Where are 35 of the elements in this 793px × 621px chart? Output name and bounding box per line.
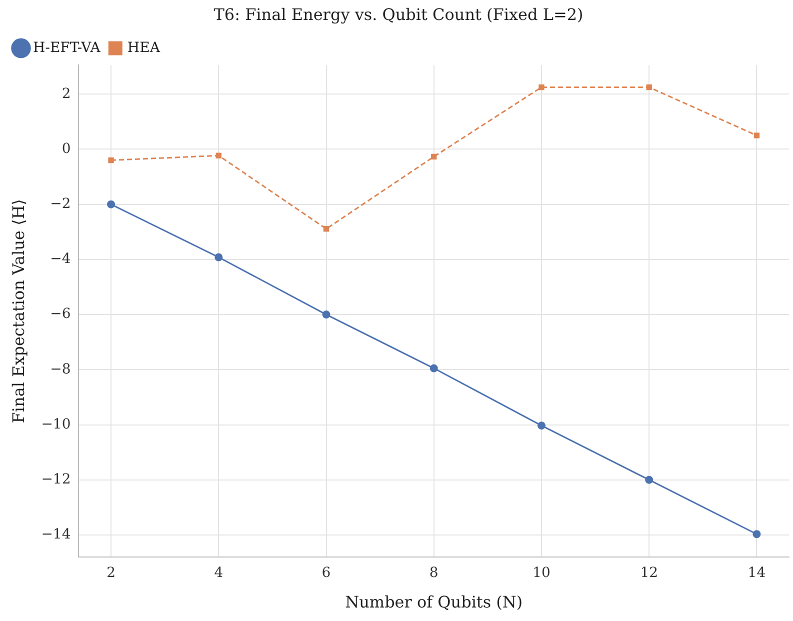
y-tick-label: −12 <box>41 471 71 488</box>
y-tick-label: 0 <box>62 140 71 157</box>
point <box>216 152 222 158</box>
x-tick-label: 12 <box>640 565 658 582</box>
y-tick-label: −8 <box>50 361 71 378</box>
x-axis-title: Number of Qubits (N) <box>345 592 523 612</box>
x-tick-label: 8 <box>429 565 438 582</box>
point <box>645 476 654 484</box>
point <box>323 226 330 232</box>
x-tick-label: 10 <box>532 565 550 582</box>
point <box>108 157 114 164</box>
chart-title: T6: Final Energy vs. Qubit Count (Fixed L=2) <box>214 4 584 24</box>
point <box>538 84 544 90</box>
point <box>752 530 761 538</box>
point <box>754 132 760 138</box>
y-tick-label: −6 <box>50 306 71 322</box>
x-tick-label: 14 <box>748 565 766 582</box>
y-tick-label: −2 <box>50 196 71 212</box>
point <box>537 422 546 430</box>
point <box>646 84 652 90</box>
y-axis-title: Final Expectation Value ⟨H⟩ <box>8 198 28 424</box>
y-tick-label: −4 <box>50 251 71 268</box>
y-tick-label: −14 <box>41 526 71 543</box>
point <box>430 364 438 372</box>
point <box>214 253 223 262</box>
point <box>431 154 437 160</box>
legend-label: HEA <box>127 40 161 56</box>
legend-label: H-EFT-VA <box>33 40 102 56</box>
point <box>107 200 116 208</box>
x-tick-label: 4 <box>214 565 224 582</box>
point <box>322 310 330 319</box>
x-tick-label: 2 <box>106 565 116 582</box>
y-tick-label: −10 <box>41 416 71 432</box>
x-tick-label: 6 <box>322 565 331 582</box>
y-tick-label: 2 <box>62 86 71 102</box>
